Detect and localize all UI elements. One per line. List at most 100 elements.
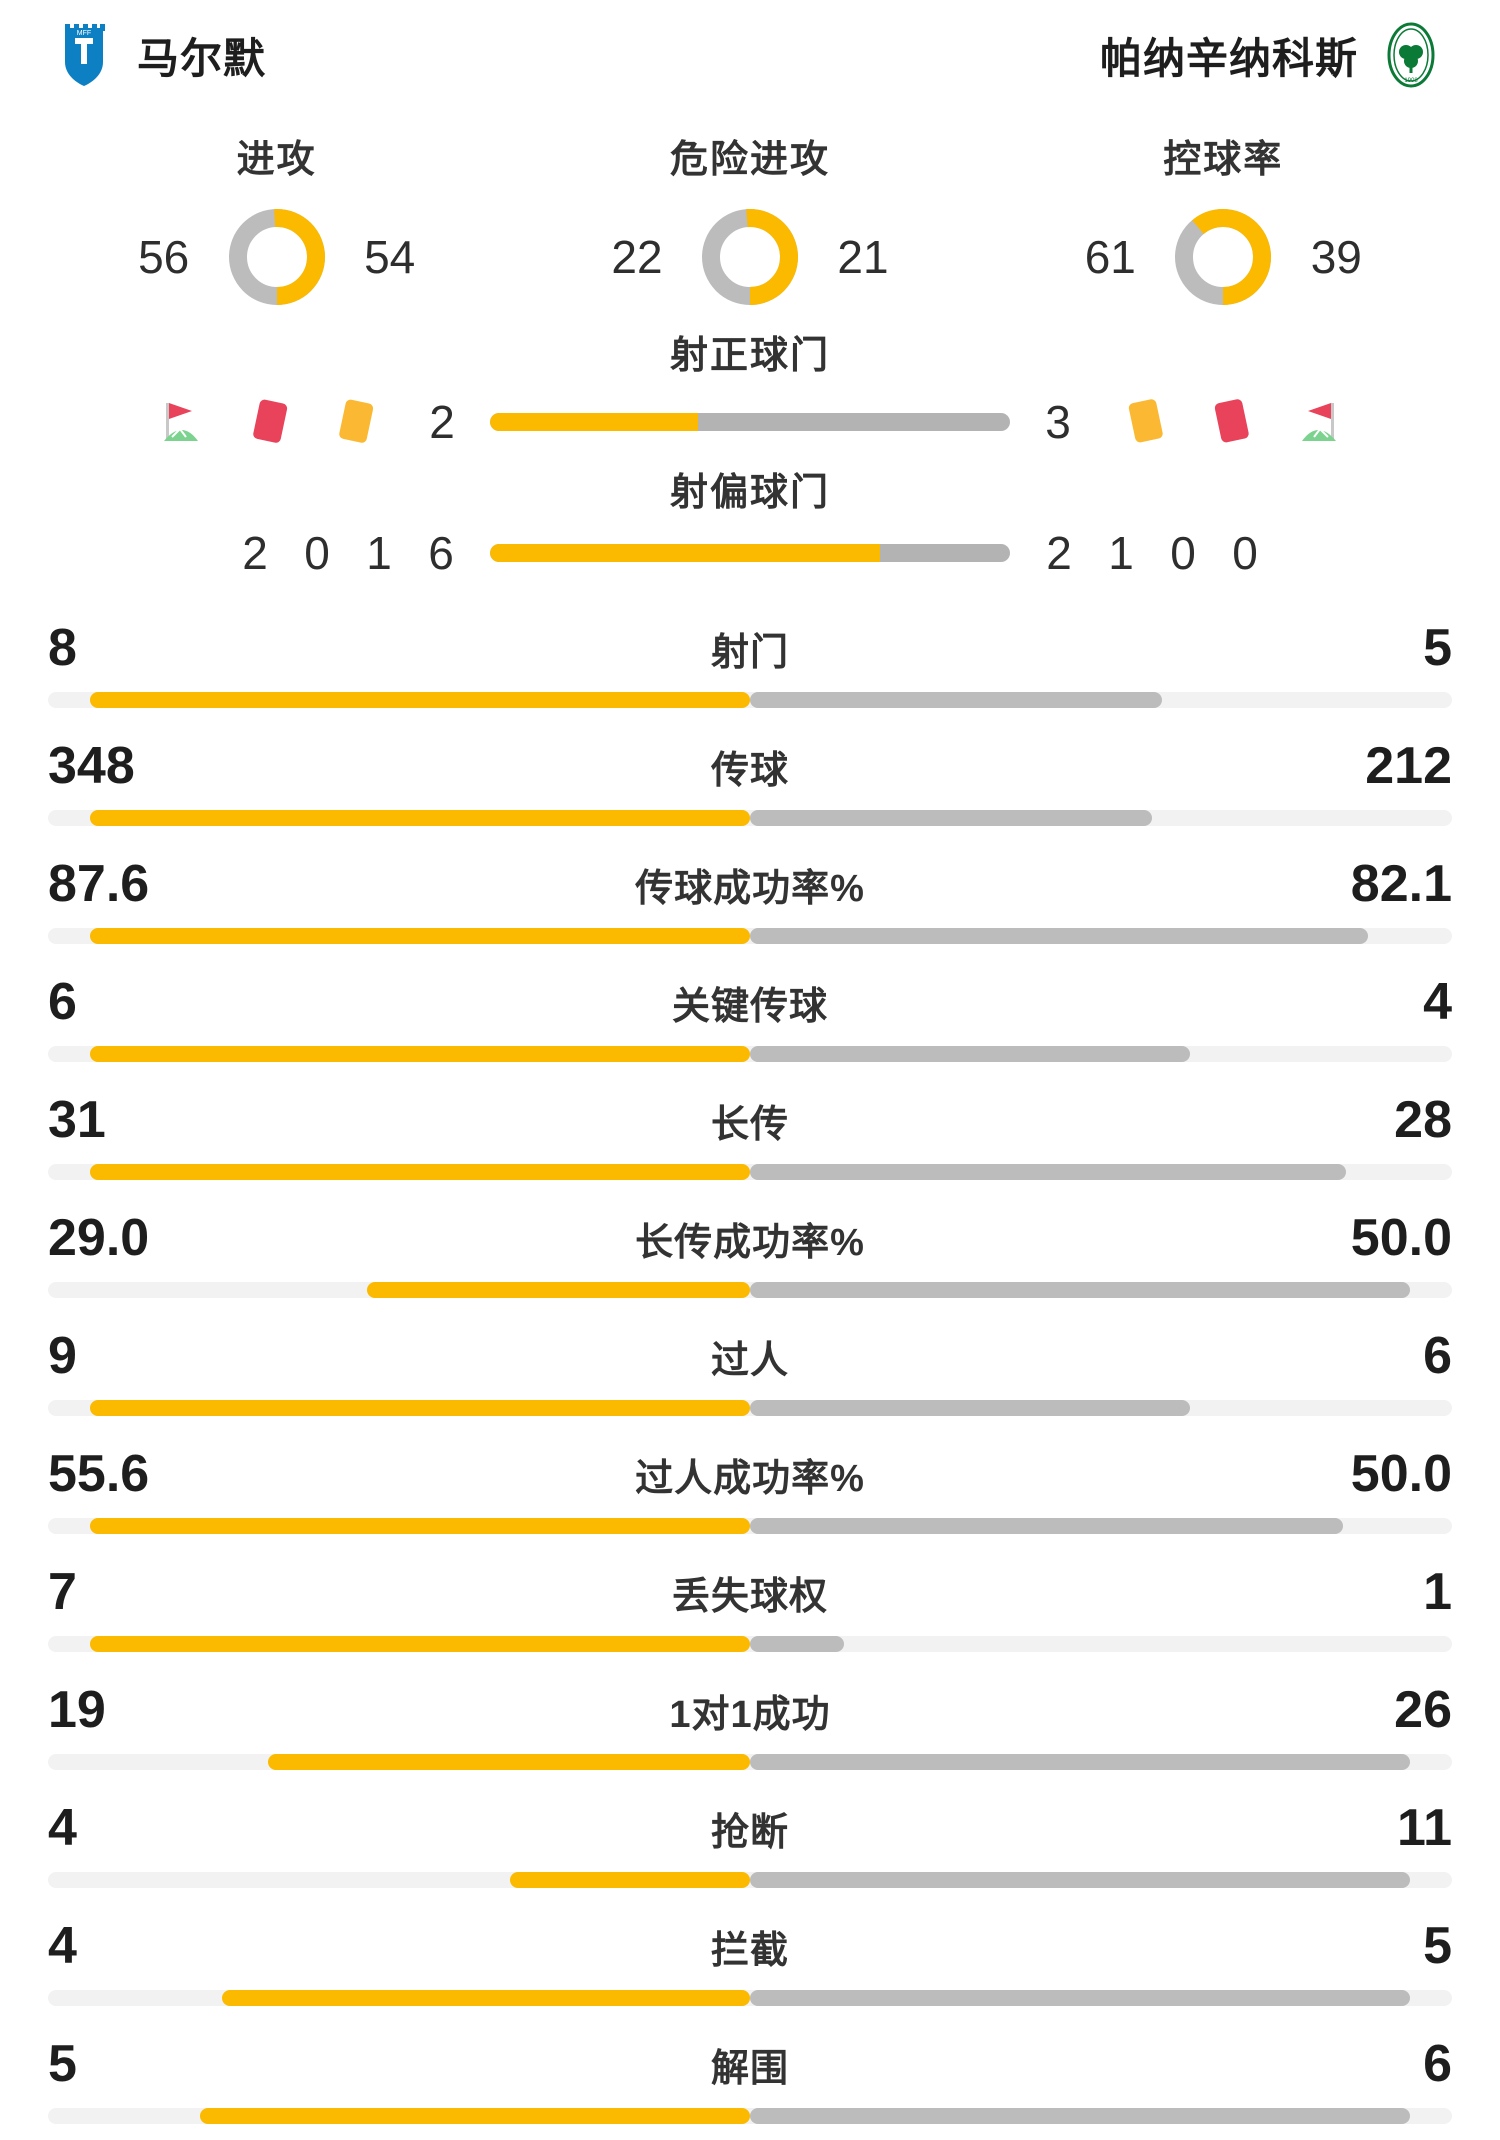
stat-away-value: 6: [1423, 1327, 1452, 1385]
yellow-card-icon: [1114, 391, 1176, 453]
stat-label: 长传成功率%: [635, 1222, 865, 1264]
stat-label: 关键传球: [671, 986, 828, 1028]
corner-flag-icon: [1286, 391, 1348, 453]
shots-off-target-home: 6: [428, 527, 454, 579]
donut-away-value: 39: [1310, 231, 1362, 283]
stat-bar-away: [750, 1636, 845, 1652]
stat-bar-track: [48, 810, 1452, 826]
stat-home-value: 8: [48, 619, 77, 677]
stat-bar-track: [48, 1872, 1452, 1888]
stat-bar-track: [48, 1636, 1452, 1652]
away-team: 帕纳辛纳科斯 1908: [1100, 22, 1440, 88]
stat-away-value: 82.1: [1350, 855, 1452, 913]
stat-home-value: 87.6: [48, 855, 150, 913]
away-discipline-icons: [1114, 391, 1348, 453]
stat-bar-track: [48, 1046, 1452, 1062]
stat-bar-away: [750, 1046, 1190, 1062]
stat-home-value: 7: [48, 1563, 77, 1621]
stat-bar-home: [510, 1872, 750, 1888]
stat-label: 解围: [710, 2048, 789, 2090]
svg-text:1908: 1908: [1404, 78, 1418, 84]
stat-bar-away: [750, 1518, 1344, 1534]
stat-row: 31 长传 28: [0, 1078, 1500, 1196]
donut-attacks: 进攻 56 54: [57, 128, 497, 309]
away-counts: 2 1 0 0: [1028, 526, 1276, 580]
stat-bar-home: [90, 1518, 750, 1534]
away-yellow-card-count: 1: [1108, 527, 1134, 579]
stat-bar-away: [750, 1164, 1347, 1180]
away-corner-count: 0: [1232, 527, 1258, 579]
stat-row: 8 射门 5: [0, 606, 1500, 724]
yellow-card-icon: [324, 391, 386, 453]
stat-bar-home: [90, 1400, 750, 1416]
stat-label: 传球: [710, 750, 789, 792]
stat-label: 过人: [710, 1340, 789, 1382]
donut-summary-row: 进攻 56 54 危险进攻 22 21 控球率: [0, 110, 1500, 320]
stat-label: 传球成功率%: [635, 868, 865, 910]
stat-label: 过人成功率%: [635, 1458, 865, 1500]
stat-bar-home: [222, 1990, 750, 2006]
stat-away-value: 5: [1423, 619, 1452, 677]
stat-home-value: 4: [48, 1917, 77, 1975]
stat-row: 9 过人 6: [0, 1314, 1500, 1432]
stat-label: 丢失球权: [671, 1576, 828, 1618]
stat-away-value: 28: [1394, 1091, 1452, 1149]
stat-bar-track: [48, 1282, 1452, 1298]
stat-bar-home: [200, 2108, 750, 2124]
stat-bar-away: [750, 1990, 1410, 2006]
stat-row: 4 抢断 11: [0, 1786, 1500, 1904]
stat-row: 7 丢失球权 1: [0, 1550, 1500, 1668]
stat-home-value: 5: [48, 2035, 77, 2093]
stat-home-value: 55.6: [48, 1445, 150, 1503]
stats-list: 8 射门 5 348 传球 212 87.6 传球成功率% 82.1 6 关键传球 4 31 长传 28 29…: [0, 590, 1500, 2140]
shots-on-target-row: 2 3: [0, 383, 1500, 461]
stat-home-value: 348: [48, 737, 135, 795]
stat-bar-home: [90, 1636, 750, 1652]
stat-label: 射门: [710, 632, 789, 674]
stat-away-value: 4: [1423, 973, 1452, 1031]
donut-home-value: 22: [611, 231, 663, 283]
stat-label: 长传: [710, 1104, 789, 1146]
stat-bar-away: [750, 2108, 1410, 2124]
red-card-icon: [1200, 391, 1262, 453]
donut-chart-icon: [1171, 205, 1275, 309]
stat-bar-home: [90, 1046, 750, 1062]
stat-bar-track: [48, 1164, 1452, 1180]
panathinaikos-crest-icon: 1908: [1382, 22, 1440, 88]
stat-row: 19 1对1成功 26: [0, 1668, 1500, 1786]
donut-possession: 控球率 61 39: [1003, 128, 1443, 309]
away-red-card-count: 0: [1170, 527, 1196, 579]
donut-chart-icon: [225, 205, 329, 309]
home-yellow-card-count: 1: [366, 527, 392, 579]
stat-away-value: 1: [1423, 1563, 1452, 1621]
home-counts: 2 0 1 6: [224, 526, 472, 580]
stat-bar-home: [367, 1282, 750, 1298]
stat-away-value: 50.0: [1350, 1209, 1452, 1267]
home-corner-count: 2: [242, 527, 268, 579]
stat-bar-home: [267, 1754, 750, 1770]
stat-bar-track: [48, 1990, 1452, 2006]
donut-away-value: 54: [364, 231, 416, 283]
stat-bar-home: [90, 692, 750, 708]
away-team-name: 帕纳辛纳科斯: [1099, 34, 1358, 82]
stat-home-value: 31: [48, 1091, 106, 1149]
stat-home-value: 4: [48, 1799, 77, 1857]
donut-title: 进攻: [236, 139, 317, 181]
stat-row: 4 拦截 5: [0, 1904, 1500, 2022]
shots-on-target-home: 2: [429, 396, 455, 448]
donut-home-value: 56: [138, 231, 190, 283]
stat-bar-home: [90, 1164, 750, 1180]
stat-bar-home: [90, 928, 750, 944]
donut-title: 危险进攻: [669, 139, 830, 181]
stat-bar-track: [48, 2108, 1452, 2124]
stat-label: 抢断: [710, 1812, 789, 1854]
stat-home-value: 19: [48, 1681, 106, 1739]
shots-on-target-label: 射正球门: [669, 335, 830, 377]
stat-bar-away: [750, 692, 1163, 708]
shots-off-target-home-fill: [490, 544, 880, 562]
donut-home-value: 61: [1084, 231, 1136, 283]
stat-away-value: 212: [1365, 737, 1452, 795]
donut-title: 控球率: [1163, 139, 1284, 181]
red-card-icon: [238, 391, 300, 453]
stat-bar-track: [48, 692, 1452, 708]
